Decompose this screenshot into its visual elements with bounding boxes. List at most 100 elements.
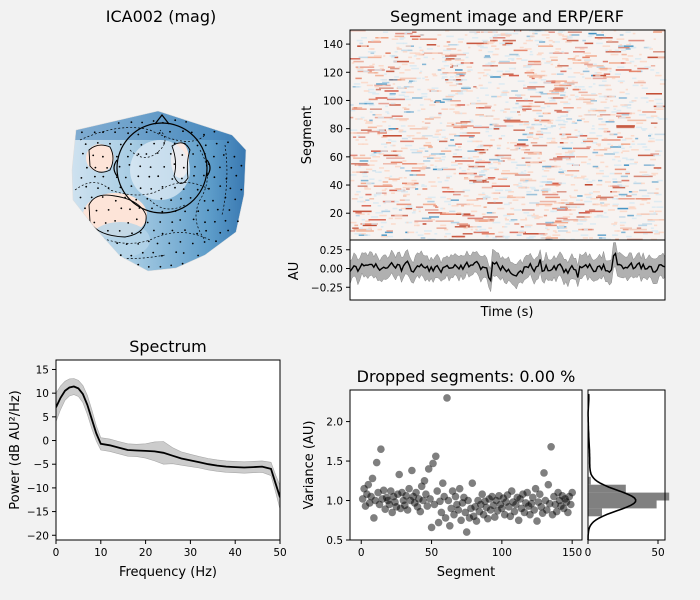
heatmap-cell [422,77,425,80]
heatmap-cell [548,39,553,42]
sensor [213,176,216,179]
heatmap-cell [507,158,516,161]
sensor [145,153,148,155]
heatmap-cell [441,53,449,56]
sensor [183,142,186,145]
heatmap-cell [529,235,536,238]
heatmap-cell [350,104,354,106]
sensor [156,152,159,154]
heatmap-cell [626,195,632,197]
heatmap-cell [612,205,618,207]
heatmap-cell [446,35,454,38]
heatmap-cell [560,137,569,140]
heatmap-cell [387,112,390,115]
heatmap-cell [597,115,603,117]
heatmap-cell [401,147,408,150]
heatmap-cell [391,115,403,117]
heatmap-cell [609,70,612,73]
heatmap-cell [530,69,535,71]
heatmap-cell [586,146,592,148]
sensor [116,155,118,158]
heatmap-cell [356,171,369,173]
spectrum-x-ticks: 0 10 20 30 40 50 [53,540,287,559]
x-tick-label: 0 [358,547,365,559]
heatmap-cell [476,100,481,102]
heatmap-cell [539,181,547,183]
heatmap-cell [483,198,487,200]
heatmap-cell [587,111,591,113]
heatmap-cell [551,210,558,213]
heatmap-cell [457,44,460,46]
heatmap-cell [621,143,631,145]
heatmap-cell [493,161,501,164]
heatmap-cell [582,178,589,180]
heatmap-cell [439,158,445,161]
heatmap-cell [391,38,399,40]
x-tick-label: 10 [94,547,107,559]
sensor [130,185,133,188]
heatmap-cell [598,123,607,126]
heatmap-cell [367,130,387,133]
heatmap-cell [639,53,642,56]
heatmap-cell [421,108,426,110]
heatmap-cell [572,88,579,91]
heatmap-cell [522,108,532,110]
heatmap-cell [516,95,521,98]
sensor [204,153,206,155]
heatmap-cell [632,84,639,87]
sensor-dots [79,119,243,268]
heatmap-cell [586,102,592,105]
heatmap-cell [522,209,535,211]
heatmap-cell [598,128,604,130]
heatmap-cell [558,224,565,227]
heatmap-cell [588,32,597,35]
heatmap-cell [494,48,500,50]
heatmap-cell [619,185,626,187]
heatmap-cell [482,192,485,194]
heatmap-cell [625,59,629,61]
sensor [207,209,209,212]
spectrum-x-label: Frequency (Hz) [119,565,217,580]
heatmap-cell [394,200,399,203]
y-tick-label: 2.0 [326,417,343,429]
heatmap-cell [659,83,666,85]
scatter-point [434,518,443,527]
heatmap-cell [441,167,448,169]
heatmap-cell [653,38,656,40]
heatmap-cell [502,42,506,45]
heatmap-cell [446,125,464,127]
heatmap-cell [434,160,442,162]
sensor [119,186,122,189]
heatmap-cell [508,74,519,77]
image-y-label: Segment [300,106,315,165]
heatmap-cell [425,79,430,81]
heatmap-cell [366,182,372,185]
heatmap-cell [460,112,467,115]
heatmap-cell [533,118,536,120]
heatmap-cell [430,164,434,166]
heatmap-cell [569,195,572,197]
sensor [139,187,142,190]
heatmap-cell [516,100,534,102]
sensor [104,222,107,224]
heatmap-cell [549,56,558,59]
heatmap-cell [382,84,386,87]
heatmap-cell [638,224,648,227]
heatmap-cell [541,34,550,36]
heatmap-cell [395,165,401,168]
heatmap-cell [451,161,457,164]
heatmap-cell [647,192,655,194]
heatmap-cell [605,88,612,91]
sensor [101,196,104,198]
heatmap-cell [508,67,516,70]
heatmap-cell [583,217,587,220]
heatmap-cell [463,227,468,229]
heatmap-cell [644,149,651,151]
heatmap-cell [543,81,552,84]
heatmap-cell [549,119,554,122]
heatmap-cell [355,86,362,88]
heatmap-cell [437,181,442,183]
heatmap-cell [648,140,655,143]
heatmap-cell [457,38,464,40]
sensor [162,121,164,124]
